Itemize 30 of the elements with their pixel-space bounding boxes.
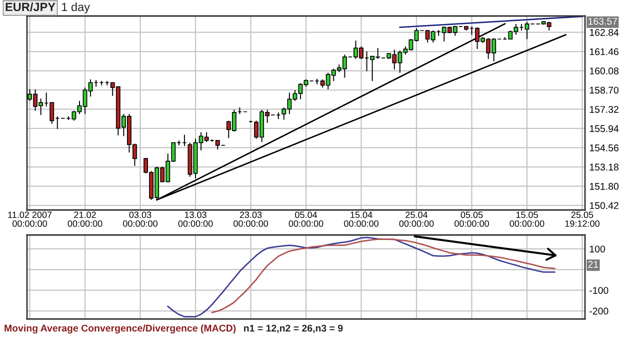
x-tick-label: 25.05 19:12:00 <box>565 212 600 227</box>
y-tick-label: 161.46 <box>590 48 618 56</box>
y-tick-label: 157.32 <box>590 106 618 113</box>
x-tick-label: 05.05 00:00:00 <box>454 212 489 227</box>
x-tick-label: 23.03 00:00:00 <box>234 212 268 227</box>
x-tick-label: 13.03 00:00:00 <box>178 212 213 227</box>
annotation: 163.57 <box>588 18 618 25</box>
y-tick-label: 100 <box>590 246 606 252</box>
y-tick-label: 154.56 <box>590 144 618 152</box>
x-tick-label: 15.05 00:00:00 <box>510 212 544 227</box>
text: Moving Average Convergence/Divergence (MACD) <box>4 324 236 334</box>
annotation: 21 <box>588 260 598 268</box>
y-tick-label: -200 <box>590 308 608 315</box>
x-tick-label: 05.04 00:00:00 <box>288 212 324 227</box>
y-tick-label: 155.94 <box>590 125 619 132</box>
x-tick-label: 11.02 2007 00:00:00 <box>8 212 52 227</box>
y-tick-label: 160.08 <box>590 68 618 74</box>
x-tick-label: 15.04 00:00:00 <box>344 212 378 227</box>
x-tick-label: 03.03 00:00:00 <box>123 212 158 227</box>
y-tick-label: 151.80 <box>590 182 619 190</box>
y-tick-label: 158.70 <box>590 86 619 94</box>
text: n1 = 12,n2 = 26,n3 = 9 <box>244 324 343 334</box>
y-tick-label: -100 <box>590 286 608 294</box>
y-tick-label: 162.84 <box>590 29 619 36</box>
chart-title: EUR/JPY <box>6 2 56 12</box>
y-tick-label: 150.42 <box>590 202 618 210</box>
chart-subtitle: 1 day <box>62 2 90 14</box>
y-tick-label: 153.18 <box>590 164 618 171</box>
x-tick-label: 25.04 00:00:00 <box>399 212 434 227</box>
x-tick-label: 21.02 00:00:00 <box>68 212 102 227</box>
